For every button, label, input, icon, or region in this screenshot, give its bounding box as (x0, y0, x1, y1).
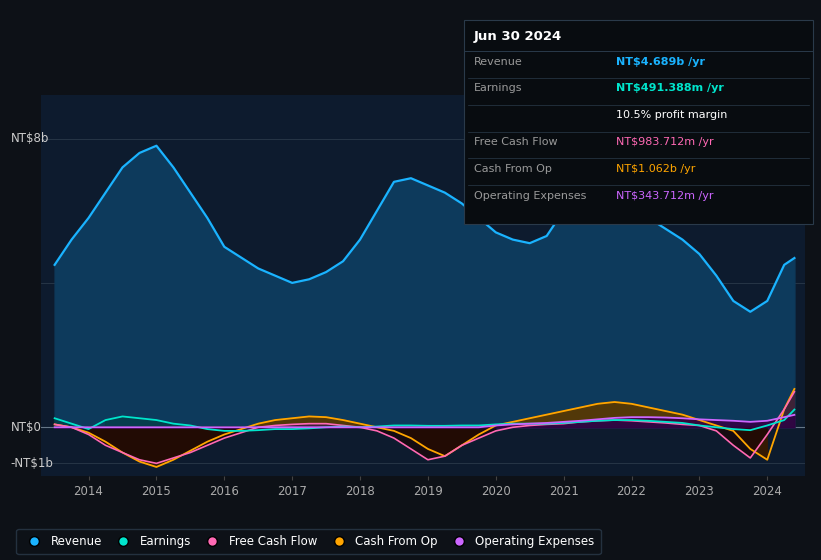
Text: NT$8b: NT$8b (11, 132, 49, 145)
Text: NT$0: NT$0 (11, 421, 41, 434)
Text: Earnings: Earnings (474, 83, 522, 94)
Text: Cash From Op: Cash From Op (474, 164, 552, 174)
Text: NT$4.689b /yr: NT$4.689b /yr (616, 57, 704, 67)
Text: NT$343.712m /yr: NT$343.712m /yr (616, 191, 713, 201)
Text: Free Cash Flow: Free Cash Flow (474, 137, 557, 147)
Text: NT$1.062b /yr: NT$1.062b /yr (616, 164, 695, 174)
Text: Revenue: Revenue (474, 57, 522, 67)
Text: 10.5% profit margin: 10.5% profit margin (616, 110, 727, 120)
Legend: Revenue, Earnings, Free Cash Flow, Cash From Op, Operating Expenses: Revenue, Earnings, Free Cash Flow, Cash … (16, 529, 600, 554)
Text: -NT$1b: -NT$1b (11, 457, 53, 470)
Text: NT$983.712m /yr: NT$983.712m /yr (616, 137, 713, 147)
Text: Jun 30 2024: Jun 30 2024 (474, 30, 562, 43)
Text: Operating Expenses: Operating Expenses (474, 191, 586, 201)
Text: NT$491.388m /yr: NT$491.388m /yr (616, 83, 723, 94)
